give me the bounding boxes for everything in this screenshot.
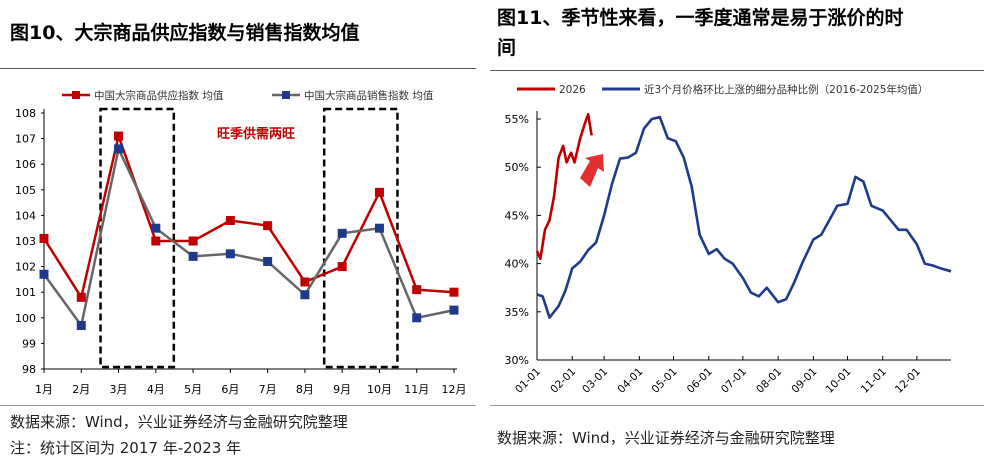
series-1-marker bbox=[39, 269, 49, 279]
left-y-tick-label: 100 bbox=[15, 312, 36, 325]
series-0-marker bbox=[188, 236, 198, 246]
right-x-tick-label: 12-01 bbox=[893, 366, 923, 396]
series-0-marker bbox=[39, 233, 49, 243]
right-chart-title-line2: 间 bbox=[497, 37, 517, 59]
left-y-tick-label: 101 bbox=[15, 286, 36, 299]
legend-marker-1 bbox=[282, 91, 290, 99]
left-y-tick-label: 103 bbox=[15, 235, 36, 248]
left-y-tick-label: 102 bbox=[15, 261, 36, 274]
right-x-tick-label: 02-01 bbox=[548, 366, 578, 396]
left-x-tick-label: 10月 bbox=[367, 383, 392, 396]
right-x-tick-label: 04-01 bbox=[615, 366, 645, 396]
right-x-tick-label: 05-01 bbox=[650, 366, 680, 396]
right-legend-label-0: 2026 bbox=[559, 84, 586, 96]
left-x-tick-label: 12月 bbox=[442, 383, 467, 396]
right-title-divider bbox=[490, 70, 984, 71]
legend-label-1: 中国大宗商品销售指数 均值 bbox=[304, 89, 434, 102]
left-y-tick-label: 99 bbox=[22, 337, 36, 350]
left-source-divider bbox=[0, 405, 476, 406]
legend-label-0: 中国大宗商品供应指数 均值 bbox=[94, 89, 224, 102]
right-x-tick-label: 01-01 bbox=[513, 366, 543, 396]
series-1-marker bbox=[188, 251, 198, 261]
series-1-marker bbox=[151, 223, 161, 233]
series-1-marker bbox=[337, 228, 347, 238]
right-series-line-0 bbox=[535, 112, 593, 261]
series-0-marker bbox=[151, 236, 161, 246]
left-y-tick-label: 98 bbox=[22, 363, 36, 376]
right-y-tick-label: 45% bbox=[505, 209, 529, 222]
series-0-marker bbox=[374, 187, 384, 197]
series-1-marker bbox=[412, 313, 422, 323]
series-0-marker bbox=[225, 216, 235, 226]
right-series-line-1 bbox=[536, 115, 952, 319]
left-x-tick-label: 5月 bbox=[184, 383, 202, 396]
series-1-marker bbox=[374, 223, 384, 233]
right-x-tick-label: 03-01 bbox=[580, 366, 610, 396]
left-x-tick-label: 3月 bbox=[110, 383, 128, 396]
series-1-marker bbox=[114, 144, 124, 154]
left-x-tick-label: 4月 bbox=[147, 383, 165, 396]
left-note: 注：统计区间为 2017 年-2023 年 bbox=[10, 439, 242, 457]
up-arrow-icon bbox=[580, 154, 604, 187]
left-y-tick-label: 106 bbox=[15, 158, 36, 171]
left-x-tick-label: 8月 bbox=[296, 383, 314, 396]
left-chart-title: 图10、大宗商品供应指数与销售指数均值 bbox=[10, 22, 360, 44]
series-line-1 bbox=[42, 144, 455, 329]
left-y-tick-label: 104 bbox=[15, 209, 36, 222]
right-x-tick-label: 11-01 bbox=[859, 366, 889, 396]
series-1-marker bbox=[449, 305, 459, 315]
left-y-tick-label: 108 bbox=[15, 107, 36, 120]
left-source: 数据来源：Wind，兴业证券经济与金融研究院整理 bbox=[10, 413, 348, 431]
left-x-tick-label: 9月 bbox=[333, 383, 351, 396]
right-y-tick-label: 40% bbox=[505, 258, 529, 271]
series-1-marker bbox=[263, 256, 273, 266]
right-x-tick-label: 10-01 bbox=[824, 366, 854, 396]
series-1-marker bbox=[225, 249, 235, 259]
left-x-tick-label: 11月 bbox=[404, 383, 429, 396]
left-x-tick-label: 2月 bbox=[72, 383, 90, 396]
left-y-tick-label: 105 bbox=[15, 184, 36, 197]
series-1-marker bbox=[300, 290, 310, 300]
highlight-box bbox=[322, 107, 399, 369]
series-1-marker bbox=[76, 320, 86, 330]
right-legend-label-1: 近3个月价格环比上涨的细分品种比例（2016-2025年均值） bbox=[644, 83, 928, 96]
highlight-box bbox=[99, 107, 176, 369]
right-y-tick-label: 35% bbox=[505, 306, 529, 319]
right-y-tick-label: 55% bbox=[505, 113, 529, 126]
series-0-marker bbox=[449, 287, 459, 297]
left-title-divider bbox=[0, 68, 476, 69]
right-chart-title-line1: 图11、季节性来看，一季度通常是易于涨价的时 bbox=[497, 7, 904, 29]
right-x-tick-label: 08-01 bbox=[754, 366, 784, 396]
annotation-label: 旺季供需两旺 bbox=[217, 126, 295, 142]
series-line-0 bbox=[42, 131, 455, 301]
series-0-marker bbox=[263, 221, 273, 231]
right-x-tick-label: 09-01 bbox=[789, 366, 819, 396]
left-x-tick-label: 6月 bbox=[221, 383, 239, 396]
series-0-marker bbox=[300, 277, 310, 287]
right-y-tick-label: 30% bbox=[505, 354, 529, 367]
legend-marker-0 bbox=[72, 91, 80, 99]
right-x-tick-label: 07-01 bbox=[719, 366, 749, 396]
series-0-marker bbox=[76, 292, 86, 302]
right-source-divider bbox=[490, 405, 984, 406]
right-y-tick-label: 50% bbox=[505, 161, 529, 174]
left-x-tick-label: 1月 bbox=[35, 383, 53, 396]
left-y-tick-label: 107 bbox=[15, 133, 36, 146]
left-x-tick-label: 7月 bbox=[259, 383, 277, 396]
right-source: 数据来源：Wind，兴业证券经济与金融研究院整理 bbox=[497, 429, 835, 447]
right-x-tick-label: 06-01 bbox=[685, 366, 715, 396]
series-0-marker bbox=[412, 285, 422, 295]
series-0-marker bbox=[337, 262, 347, 272]
series-0-marker bbox=[114, 131, 124, 141]
